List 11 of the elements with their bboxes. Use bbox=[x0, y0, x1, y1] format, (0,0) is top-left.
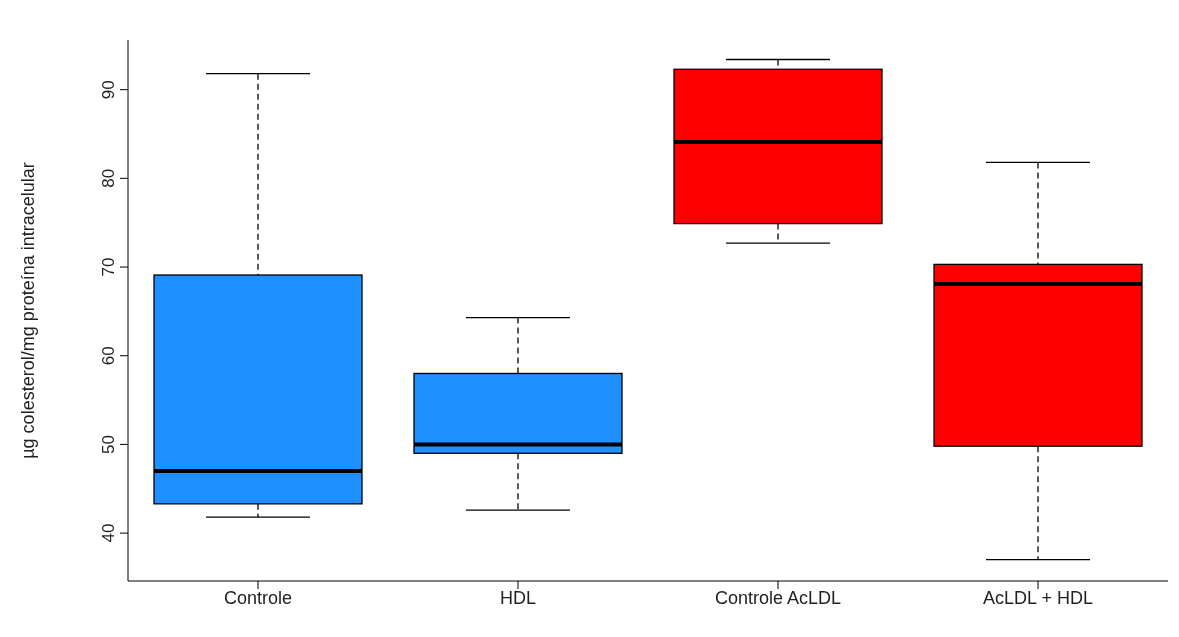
y-tick-label: 90 bbox=[99, 80, 118, 100]
x-tick-label: Controle AcLDL bbox=[714, 587, 842, 608]
x-tick-label: Controle bbox=[223, 587, 293, 608]
y-tick-label: 70 bbox=[99, 257, 118, 277]
y-axis-title: µg colesterol/mg proteína intracelular bbox=[18, 162, 39, 459]
x-tick-label: AcLDL + HDL bbox=[983, 587, 1093, 608]
y-tick-label: 40 bbox=[99, 523, 118, 543]
x-tick-label: HDL bbox=[499, 587, 537, 608]
y-tick-label: 80 bbox=[99, 168, 118, 188]
y-tick-label: 60 bbox=[99, 346, 118, 366]
y-tick-label: 50 bbox=[99, 434, 118, 454]
